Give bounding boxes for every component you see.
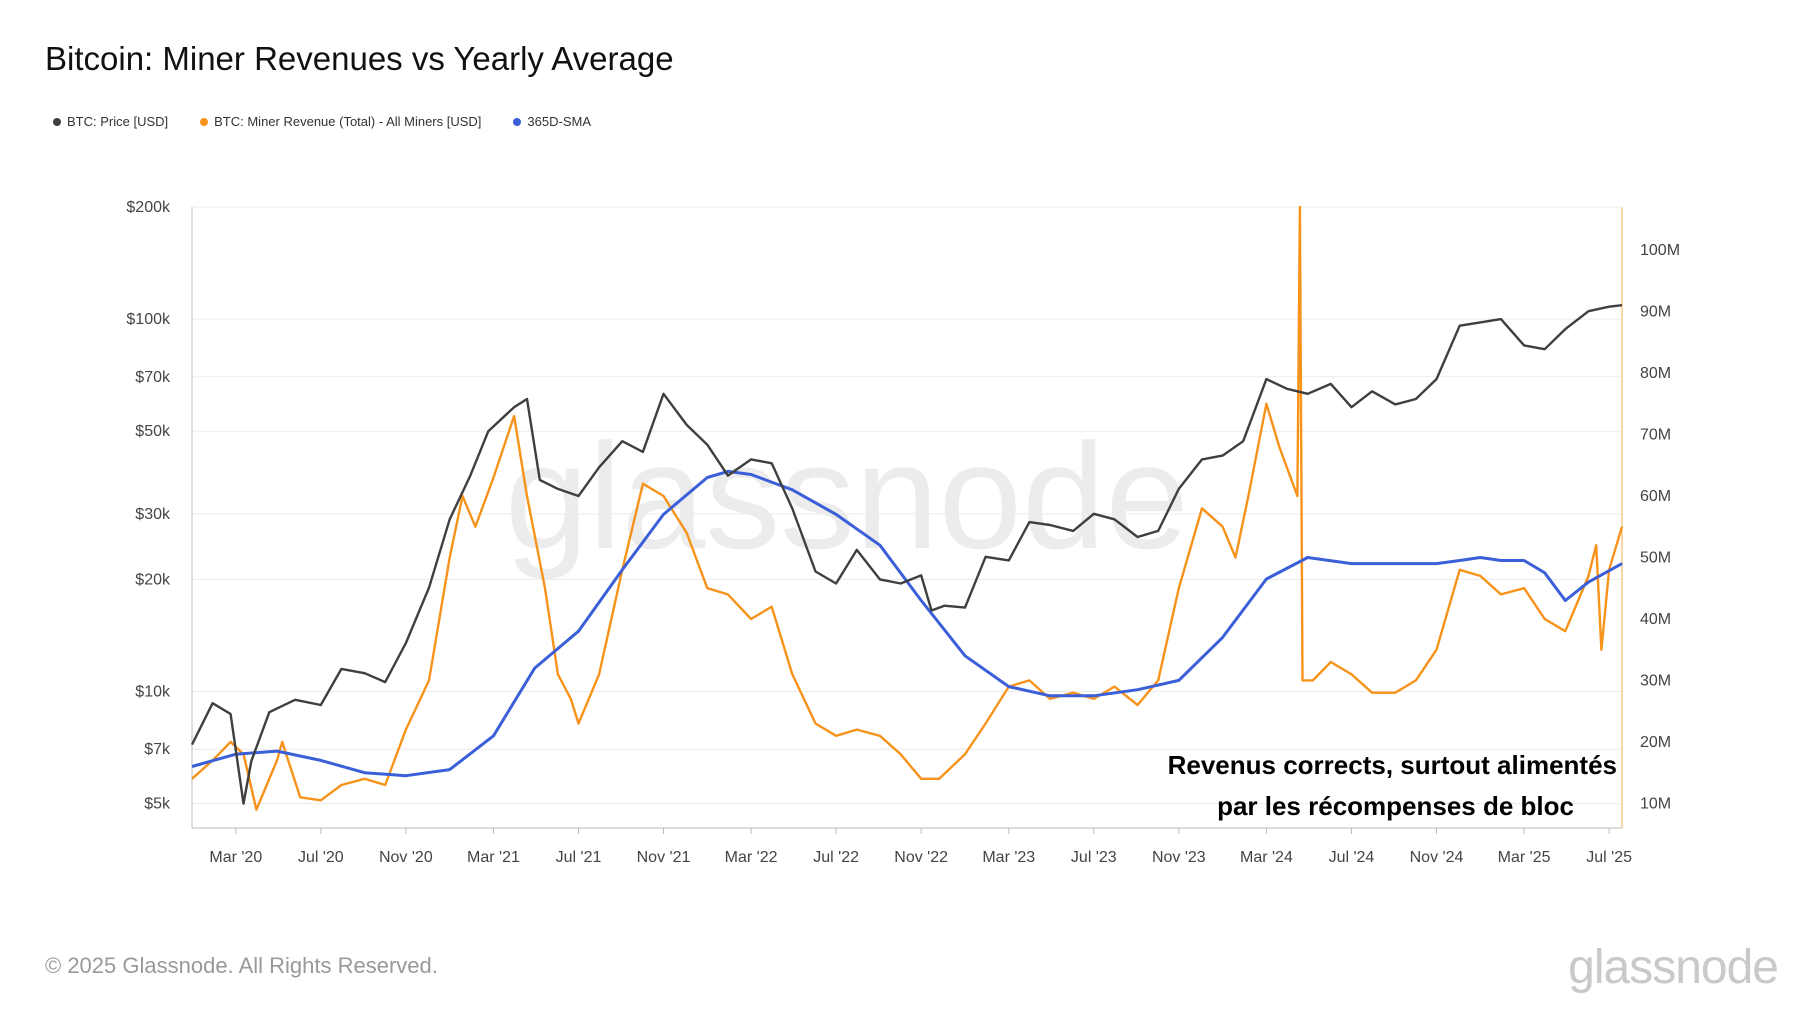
legend-dot-icon xyxy=(53,117,61,126)
x-tick-label: Jul '20 xyxy=(298,849,344,866)
y-left-tick-label: $20k xyxy=(135,571,171,588)
legend-item-miner-revenue[interactable]: BTC: Miner Revenue (Total) - All Miners … xyxy=(200,114,481,129)
y-right-tick-label: 100M xyxy=(1640,242,1680,259)
legend-label: 365D-SMA xyxy=(527,114,591,129)
x-tick-label: Mar '25 xyxy=(1498,849,1551,866)
series-group xyxy=(190,205,1624,811)
copyright-footer: © 2025 Glassnode. All Rights Reserved. xyxy=(45,953,438,978)
y-left-tick-label: $50k xyxy=(135,423,171,440)
series-line-2 xyxy=(191,469,1623,778)
legend: BTC: Price [USD] BTC: Miner Revenue (Tot… xyxy=(53,114,591,129)
tick-labels: $200k $100k $70k $50k $30k $20k $10k $7k $5k 100M… xyxy=(126,199,1680,866)
legend-label: BTC: Miner Revenue (Total) - All Miners … xyxy=(214,114,482,129)
chart-title: Bitcoin: Miner Revenues vs Yearly Averag… xyxy=(45,40,674,77)
x-tick-label: Nov '20 xyxy=(379,849,433,866)
x-tick-label: Nov '22 xyxy=(894,849,948,866)
y-right-tick-label: 20M xyxy=(1640,734,1671,751)
legend-label: BTC: Price [USD] xyxy=(67,114,169,129)
x-tick-label: Jul '24 xyxy=(1329,849,1375,866)
watermark: glassnode xyxy=(505,412,1189,580)
legend-item-sma[interactable]: 365D-SMA xyxy=(513,114,591,129)
y-left-tick-label: $100k xyxy=(126,311,171,328)
y-right-tick-label: 60M xyxy=(1640,488,1671,505)
x-tick-label: Jul '22 xyxy=(813,849,859,866)
grid xyxy=(192,206,1622,805)
x-tick-label: Mar '21 xyxy=(467,849,520,866)
series-line-0 xyxy=(190,304,1623,805)
y-right-tick-label: 80M xyxy=(1640,365,1671,382)
y-right-tick-label: 30M xyxy=(1640,672,1671,689)
x-tick-label: Nov '21 xyxy=(637,849,691,866)
y-right-tick-label: 10M xyxy=(1640,795,1671,812)
y-left-tick-label: $5k xyxy=(144,796,171,813)
axes xyxy=(191,207,1623,834)
y-right-tick-label: 40M xyxy=(1640,611,1671,628)
y-right-tick-label: 70M xyxy=(1640,426,1671,443)
y-left-tick-label: $7k xyxy=(144,741,171,758)
series-line-1 xyxy=(191,205,1624,811)
legend-dot-icon xyxy=(200,117,209,126)
x-tick-label: Jul '21 xyxy=(556,849,602,866)
y-right-tick-label: 90M xyxy=(1640,304,1671,321)
x-tick-label: Mar '20 xyxy=(209,849,262,866)
x-tick-label: Nov '24 xyxy=(1410,849,1464,866)
y-left-tick-label: $200k xyxy=(126,199,171,216)
x-tick-label: Mar '24 xyxy=(1240,849,1293,866)
annotation-line-1: Revenus corrects, surtout alimentés xyxy=(1168,750,1617,780)
y-left-tick-label: $70k xyxy=(135,369,171,386)
x-tick-label: Mar '23 xyxy=(982,849,1035,866)
glassnode-logo: glassnode xyxy=(1568,941,1779,994)
y-left-tick-label: $10k xyxy=(135,684,171,701)
legend-item-price[interactable]: BTC: Price [USD] xyxy=(53,114,168,129)
x-tick-label: Jul '23 xyxy=(1071,849,1117,866)
legend-dot-icon xyxy=(513,117,522,126)
x-tick-label: Nov '23 xyxy=(1152,849,1206,866)
y-left-tick-label: $30k xyxy=(135,506,171,523)
y-right-tick-label: 50M xyxy=(1640,549,1671,566)
annotation-line-2: par les récompenses de bloc xyxy=(1217,791,1574,821)
x-tick-label: Jul '25 xyxy=(1586,849,1632,866)
x-tick-label: Mar '22 xyxy=(725,849,778,866)
